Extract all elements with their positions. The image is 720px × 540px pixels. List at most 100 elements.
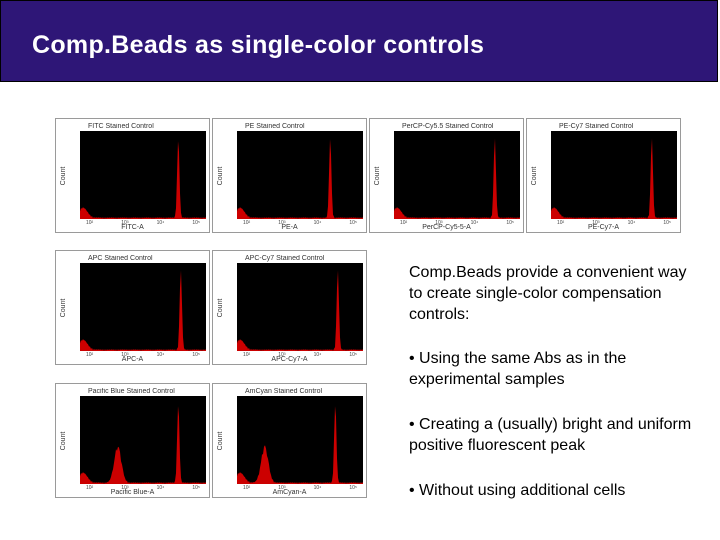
histogram-plot xyxy=(80,263,206,351)
panel-xlabel: PE-Cy7-A xyxy=(587,224,620,231)
histogram-svg xyxy=(394,138,520,219)
histogram-area xyxy=(551,138,677,219)
panel-xlabel: APC-Cy7-A xyxy=(271,356,308,363)
panel-ylabel: Count xyxy=(373,166,381,185)
histogram-panel-amcyan: AmCyan Stained Control Count AmCyan-A 10… xyxy=(212,383,367,498)
histogram-area xyxy=(80,270,206,351)
panel-ylabel: Count xyxy=(216,166,224,185)
slide-title-bar: Comp.Beads as single-color controls xyxy=(0,0,718,82)
x-tick-label: 10³ xyxy=(278,352,286,358)
x-tick-label: 10³ xyxy=(121,220,129,226)
histogram-panel-pacific-blue: Pacific Blue Stained Control Count Pacif… xyxy=(55,383,210,498)
x-tick-label: 10² xyxy=(86,352,94,358)
panel-title: Pacific Blue Stained Control xyxy=(88,388,175,395)
x-tick-label: 10⁵ xyxy=(192,485,200,491)
histogram-panel-pe: PE Stained Control Count PE-A 10² 10³ 10⁴ 1… xyxy=(212,118,367,233)
x-tick-label: 10² xyxy=(243,485,251,491)
bullet-same-abs: • Using the same Abs as in the experimen… xyxy=(409,350,627,388)
x-tick-label: 10⁴ xyxy=(313,220,322,226)
panel-xlabel: Pacific Blue-A xyxy=(110,489,155,496)
x-tick-label: 10³ xyxy=(121,352,129,358)
x-tick-label: 10² xyxy=(86,485,94,491)
x-tick-label: 10² xyxy=(243,352,251,358)
x-tick-label: 10³ xyxy=(592,220,600,226)
x-tick-label: 10² xyxy=(400,220,408,226)
histogram-panel-percp: PerCP-Cy5.5 Stained Control Count PerCP-… xyxy=(369,118,524,233)
x-tick-label: 10⁴ xyxy=(627,220,636,226)
histogram-area xyxy=(237,270,363,351)
bullet-no-cells: • Without using additional cells xyxy=(409,482,626,499)
panel-xlabel: PerCP-Cy5-5-A xyxy=(422,224,471,231)
bullet-bright-peak: • Creating a (usually) bright and unifor… xyxy=(409,416,692,454)
histogram-plot xyxy=(237,131,363,219)
x-tick-label: 10⁴ xyxy=(313,485,322,491)
histogram-area xyxy=(237,139,363,219)
histogram-plot xyxy=(80,396,206,484)
histogram-area xyxy=(237,406,363,484)
histogram-svg xyxy=(237,139,363,219)
panel-title: PerCP-Cy5.5 Stained Control xyxy=(402,123,494,130)
panel-title: AmCyan Stained Control xyxy=(245,388,323,395)
histogram-svg xyxy=(237,270,363,351)
panel-xlabel: APC-A xyxy=(121,356,144,363)
panel-xlabel: AmCyan-A xyxy=(272,489,307,496)
panel-title: PE Stained Control xyxy=(245,123,305,130)
x-tick-label: 10³ xyxy=(278,220,286,226)
x-tick-label: 10⁴ xyxy=(156,485,165,491)
histogram-panel-pecy7: PE-Cy7 Stained Control Count PE-Cy7-A 10… xyxy=(526,118,681,233)
x-tick-label: 10² xyxy=(86,220,94,226)
x-tick-label: 10² xyxy=(557,220,565,226)
x-tick-labels: 10² 10³ 10⁴ 10⁵ xyxy=(243,485,357,491)
histogram-plot xyxy=(551,131,677,219)
histogram-plot xyxy=(80,131,206,219)
x-tick-labels: 10² 10³ 10⁴ 10⁵ xyxy=(86,352,200,358)
x-tick-labels: 10² 10³ 10⁴ 10⁵ xyxy=(243,352,357,358)
panel-ylabel: Count xyxy=(59,166,67,185)
panel-title: APC Stained Control xyxy=(88,255,153,262)
slide-title: Comp.Beads as single-color controls xyxy=(32,31,485,59)
panel-ylabel: Count xyxy=(59,298,67,317)
x-tick-label: 10⁵ xyxy=(663,220,671,226)
x-tick-labels: 10² 10³ 10⁴ 10⁵ xyxy=(400,220,514,226)
x-tick-label: 10³ xyxy=(435,220,443,226)
panel-ylabel: Count xyxy=(216,431,224,450)
histogram-area xyxy=(80,141,206,219)
panel-title: APC-Cy7 Stained Control xyxy=(245,255,325,262)
x-tick-label: 10⁵ xyxy=(349,485,357,491)
histogram-svg xyxy=(80,406,206,484)
panel-ylabel: Count xyxy=(530,166,538,185)
histogram-svg xyxy=(237,406,363,484)
x-tick-label: 10³ xyxy=(121,485,129,491)
panel-title: PE-Cy7 Stained Control xyxy=(559,123,634,130)
x-tick-label: 10³ xyxy=(278,485,286,491)
panel-ylabel: Count xyxy=(59,431,67,450)
intro-text: Comp.Beads provide a convenient way to c… xyxy=(409,264,687,323)
x-tick-labels: 10² 10³ 10⁴ 10⁵ xyxy=(557,220,671,226)
panel-ylabel: Count xyxy=(216,298,224,317)
x-tick-label: 10² xyxy=(243,220,251,226)
histogram-panel-apccy7: APC-Cy7 Stained Control Count APC-Cy7-A … xyxy=(212,250,367,365)
x-tick-label: 10⁵ xyxy=(192,352,200,358)
x-tick-label: 10⁵ xyxy=(349,352,357,358)
x-tick-label: 10⁵ xyxy=(349,220,357,226)
panel-title: FITC Stained Control xyxy=(88,123,154,130)
x-tick-labels: 10² 10³ 10⁴ 10⁵ xyxy=(86,485,200,491)
histogram-area xyxy=(394,138,520,219)
histogram-svg xyxy=(80,141,206,219)
x-tick-label: 10⁴ xyxy=(313,352,322,358)
panel-xlabel: PE-A xyxy=(281,224,298,231)
histogram-area xyxy=(80,406,206,484)
histogram-plot xyxy=(237,263,363,351)
x-tick-label: 10⁵ xyxy=(506,220,514,226)
histogram-plot xyxy=(237,396,363,484)
histogram-panel-apc: APC Stained Control Count APC-A 10² 10³ 10… xyxy=(55,250,210,365)
histogram-panel-fitc: FITC Stained Control Count FITC-A 10² 10³… xyxy=(55,118,210,233)
x-tick-label: 10⁴ xyxy=(156,220,165,226)
x-tick-labels: 10² 10³ 10⁴ 10⁵ xyxy=(243,220,357,226)
histogram-svg xyxy=(80,270,206,351)
histogram-plot xyxy=(394,131,520,219)
histogram-svg xyxy=(551,138,677,219)
panel-xlabel: FITC-A xyxy=(121,224,144,231)
x-tick-labels: 10² 10³ 10⁴ 10⁵ xyxy=(86,220,200,226)
x-tick-label: 10⁴ xyxy=(470,220,479,226)
